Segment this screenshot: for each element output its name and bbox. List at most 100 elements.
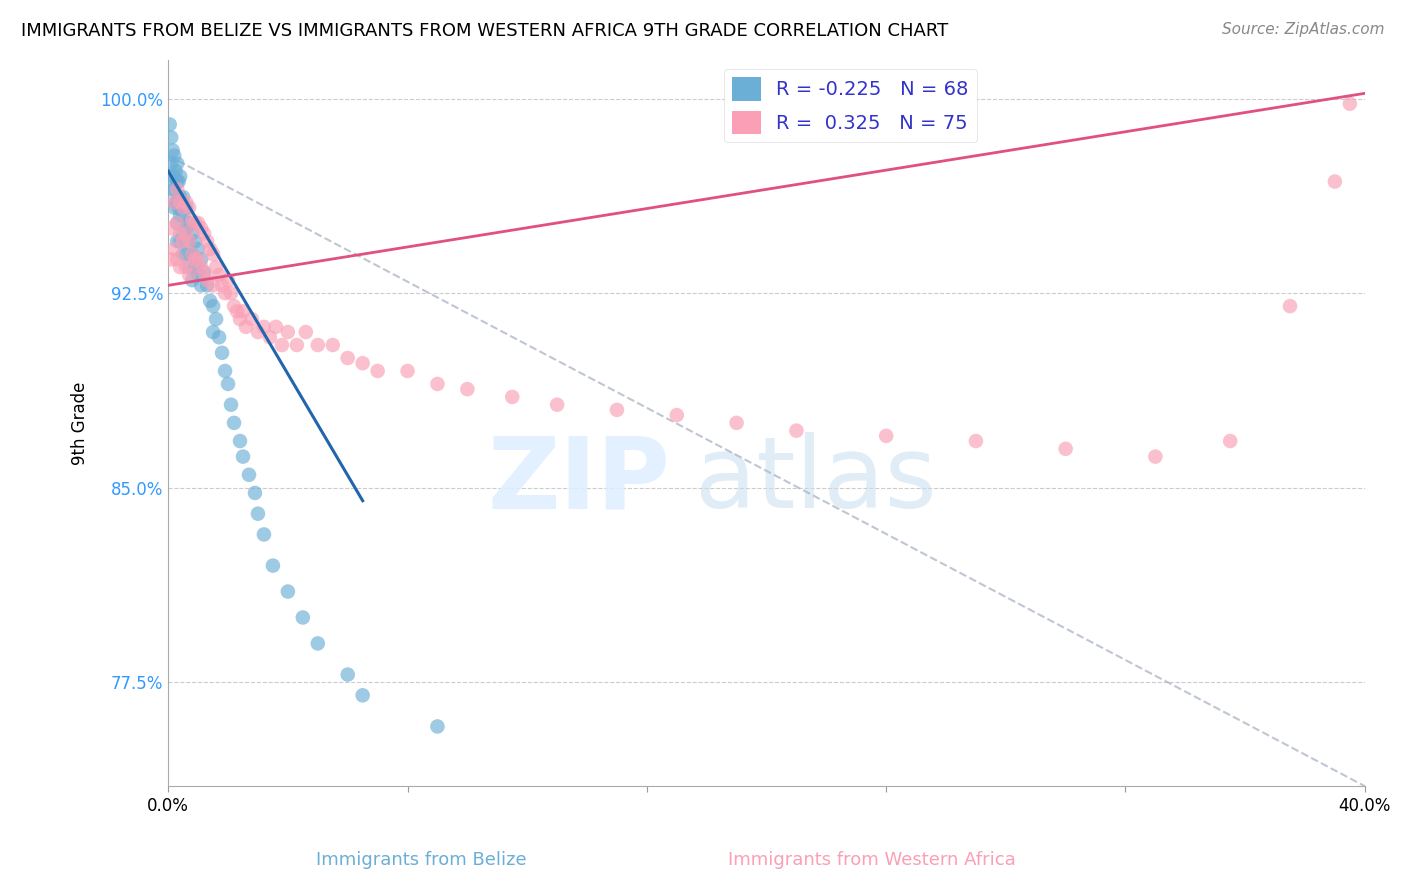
Point <box>166 182 188 196</box>
Point <box>174 195 197 210</box>
Point <box>184 252 207 267</box>
Point <box>181 247 204 261</box>
Point <box>187 242 209 256</box>
Point <box>172 201 194 215</box>
Point <box>169 190 191 204</box>
Point <box>1144 450 1167 464</box>
Point <box>725 416 748 430</box>
Point <box>166 234 188 248</box>
Point <box>205 312 228 326</box>
Point <box>181 213 204 227</box>
Point <box>352 356 374 370</box>
Y-axis label: 9th Grade: 9th Grade <box>72 381 89 465</box>
Point <box>195 278 218 293</box>
Point <box>198 293 221 308</box>
Point <box>229 312 252 326</box>
Point <box>232 450 254 464</box>
Point <box>172 247 194 261</box>
Point <box>211 278 233 293</box>
Point <box>195 234 218 248</box>
Point <box>166 195 188 210</box>
Point <box>219 398 242 412</box>
Point <box>179 268 201 282</box>
Point <box>181 247 204 261</box>
Point <box>1279 299 1302 313</box>
Text: Source: ZipAtlas.com: Source: ZipAtlas.com <box>1222 22 1385 37</box>
Point <box>240 312 263 326</box>
Point <box>264 319 287 334</box>
Point <box>181 227 204 241</box>
Point <box>174 247 197 261</box>
Point <box>1339 96 1361 111</box>
Point <box>262 558 284 573</box>
Point <box>270 338 292 352</box>
Point <box>163 169 186 184</box>
Point <box>235 319 257 334</box>
Legend: R = -0.225   N = 68, R =  0.325   N = 75: R = -0.225 N = 68, R = 0.325 N = 75 <box>724 70 977 142</box>
Point <box>167 201 190 215</box>
Point <box>163 148 186 162</box>
Point <box>169 260 191 275</box>
Point <box>160 252 183 267</box>
Point <box>336 667 359 681</box>
Point <box>202 325 225 339</box>
Point <box>160 130 183 145</box>
Point <box>163 182 186 196</box>
Point <box>166 216 188 230</box>
Point <box>174 227 197 241</box>
Point <box>217 273 239 287</box>
Point <box>396 364 419 378</box>
Point <box>169 227 191 241</box>
Point <box>285 338 308 352</box>
Point <box>166 216 188 230</box>
Point <box>167 175 190 189</box>
Point <box>426 719 449 733</box>
Text: Immigrants from Western Africa: Immigrants from Western Africa <box>728 851 1015 869</box>
Point <box>179 201 201 215</box>
Point <box>172 227 194 241</box>
Point <box>214 364 236 378</box>
Point <box>785 424 807 438</box>
Point <box>606 403 628 417</box>
Point <box>226 304 249 318</box>
Point <box>187 268 209 282</box>
Point <box>1323 175 1346 189</box>
Text: ZIP: ZIP <box>488 433 671 530</box>
Point <box>277 325 299 339</box>
Point <box>172 208 194 222</box>
Point <box>352 689 374 703</box>
Point <box>217 376 239 391</box>
Point <box>875 429 897 443</box>
Point <box>229 434 252 448</box>
Point <box>190 278 212 293</box>
Point <box>169 234 191 248</box>
Point <box>187 216 209 230</box>
Point <box>193 227 215 241</box>
Point <box>159 118 181 132</box>
Point <box>259 330 281 344</box>
Point <box>208 268 231 282</box>
Point <box>198 242 221 256</box>
Point <box>322 338 344 352</box>
Point <box>170 195 193 210</box>
Point <box>166 252 188 267</box>
Point <box>179 234 201 248</box>
Point <box>665 408 688 422</box>
Point <box>190 260 212 275</box>
Point <box>253 319 276 334</box>
Point <box>166 175 188 189</box>
Point <box>307 636 329 650</box>
Point <box>195 273 218 287</box>
Point <box>246 507 269 521</box>
Point <box>367 364 389 378</box>
Point <box>174 221 197 235</box>
Point <box>184 234 207 248</box>
Point <box>174 201 197 215</box>
Point <box>184 260 207 275</box>
Point <box>219 286 242 301</box>
Point <box>202 247 225 261</box>
Point <box>546 398 568 412</box>
Text: IMMIGRANTS FROM BELIZE VS IMMIGRANTS FROM WESTERN AFRICA 9TH GRADE CORRELATION C: IMMIGRANTS FROM BELIZE VS IMMIGRANTS FRO… <box>21 22 948 40</box>
Point <box>163 242 186 256</box>
Point <box>243 486 266 500</box>
